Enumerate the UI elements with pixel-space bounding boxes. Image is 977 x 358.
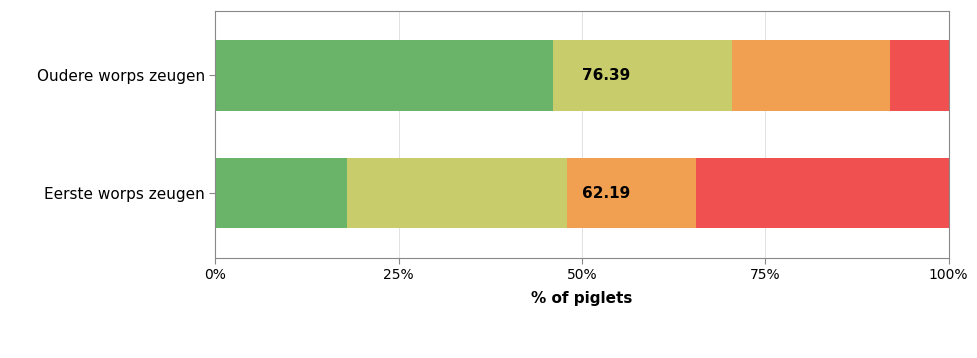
Bar [732, 40, 889, 111]
Bar [889, 40, 948, 111]
Bar [552, 40, 732, 111]
Text: 76.39: 76.39 [581, 68, 629, 83]
Bar [567, 158, 695, 228]
Bar [347, 158, 567, 228]
Bar [215, 158, 347, 228]
Bar [695, 158, 948, 228]
Bar [215, 40, 552, 111]
Text: 62.19: 62.19 [581, 185, 629, 200]
X-axis label: % of piglets: % of piglets [531, 290, 632, 305]
